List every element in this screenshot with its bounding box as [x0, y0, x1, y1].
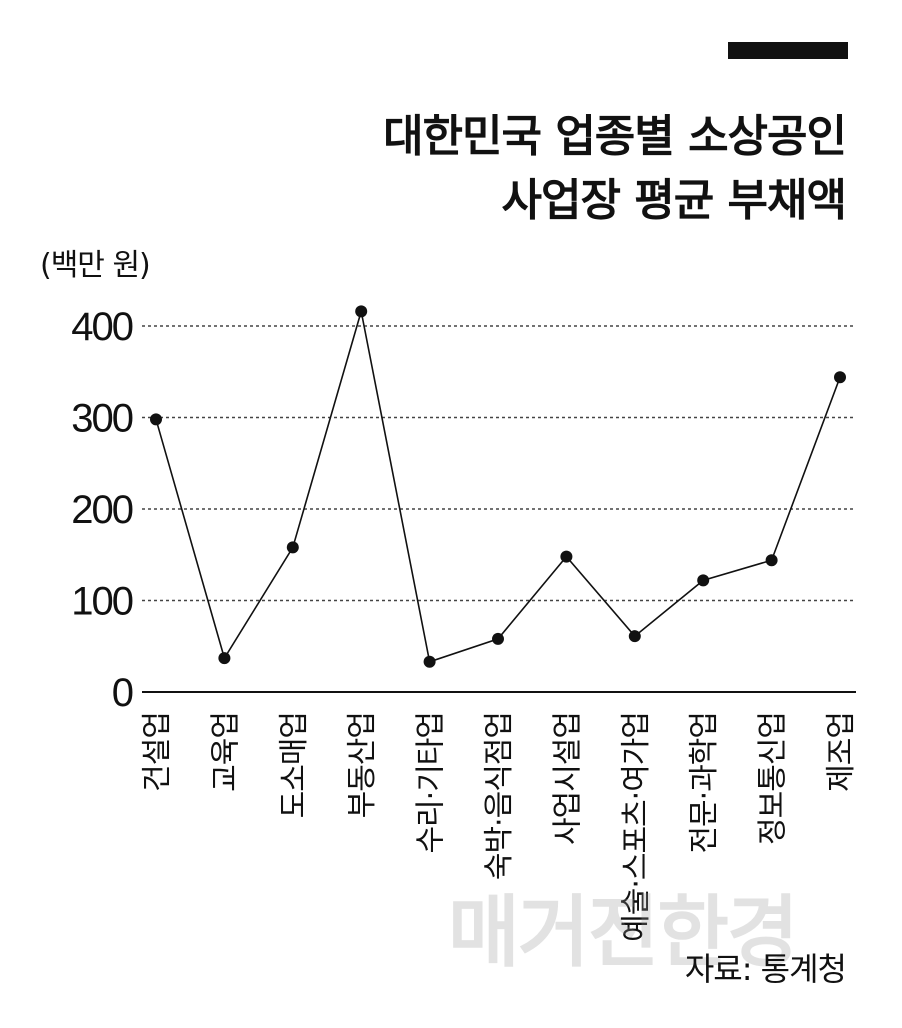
y-tick-label-300: 300 — [71, 397, 132, 441]
data-point-6 — [492, 632, 504, 645]
x-tick-label-2: 교육업 — [208, 712, 243, 792]
data-point-5 — [423, 655, 436, 668]
title-accent-bar — [728, 42, 848, 59]
data-point-4 — [355, 305, 368, 318]
x-tick-label-6: 숙박·음식점업 — [482, 712, 517, 880]
data-point-1 — [150, 413, 162, 426]
x-tick-label-4: 부동산업 — [345, 712, 380, 818]
x-tick-label-10: 정보통신업 — [756, 712, 791, 845]
watermark: 매거진한경 — [448, 888, 799, 978]
chart-title: 대한민국 업종별 소상공인 사업장 평균 부채액 — [383, 105, 847, 233]
x-axis-ticks: 건설업 교육업 도소매업 부동산업 수리·기타업 숙박·음식점업 사업시설업 예술·스포츠·여… — [140, 712, 859, 942]
x-tick-label-1: 건설업 — [140, 712, 175, 792]
data-point-11 — [834, 371, 846, 384]
x-tick-label-5: 수리·기타업 — [414, 712, 449, 854]
y-axis-unit-label: (백만 원) — [40, 248, 151, 283]
y-tick-label-100: 100 — [71, 580, 132, 624]
x-tick-label-3: 도소매업 — [277, 712, 312, 818]
grid-lines — [142, 325, 856, 693]
chart-title-line-1: 대한민국 업종별 소상공인 — [383, 111, 847, 162]
chart-title-line-2: 사업장 평균 부채액 — [501, 175, 847, 226]
x-tick-label-8: 예술·스포츠·여가업 — [619, 712, 654, 942]
data-point-8 — [628, 630, 641, 643]
y-tick-label-200: 200 — [71, 488, 132, 532]
data-point-2 — [218, 652, 231, 665]
data-points — [150, 305, 846, 668]
x-tick-label-9: 전문·과학업 — [687, 712, 722, 854]
source-note: 자료: 통계청 — [684, 950, 847, 988]
y-tick-label-400: 400 — [71, 305, 132, 349]
y-tick-label-0: 0 — [112, 671, 133, 715]
series-line — [155, 311, 841, 663]
data-point-9 — [697, 574, 710, 587]
data-point-10 — [765, 554, 778, 567]
data-point-3 — [286, 541, 299, 554]
x-tick-label-7: 사업시설업 — [550, 712, 585, 845]
y-axis-ticks: 0 100 200 300 400 — [71, 305, 135, 715]
data-point-7 — [560, 550, 573, 563]
x-tick-label-11: 제조업 — [824, 712, 859, 792]
series-line-group — [155, 311, 841, 663]
